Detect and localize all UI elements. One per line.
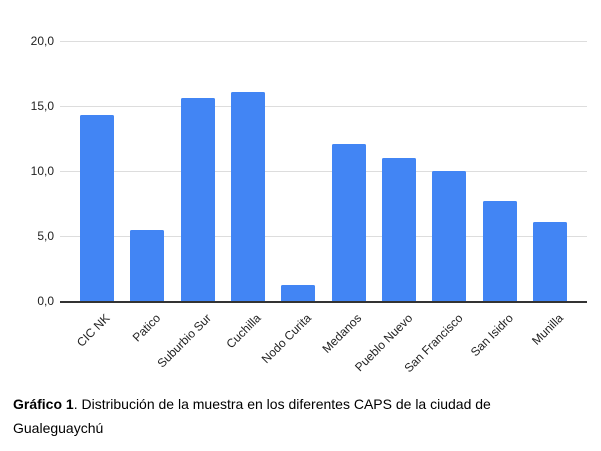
x-axis-label: Cuchilla [223, 311, 264, 352]
y-tick-label: 15,0 [30, 99, 54, 113]
x-axis-label: Nodo Curita [259, 311, 315, 367]
bar [231, 91, 266, 301]
bar-band-Suburbio Sur [173, 41, 223, 301]
bar-band-CIC NK [72, 41, 122, 301]
bar-band-San Isidro [474, 41, 524, 301]
bar-band-San Francisco [424, 41, 474, 301]
bar [180, 98, 215, 301]
bar-band-Cuchilla [223, 41, 273, 301]
bar [532, 221, 567, 301]
bar [432, 171, 467, 301]
y-tick-label: 5,0 [37, 229, 54, 243]
bar [80, 115, 115, 301]
figure-caption-label: Gráfico 1 [13, 396, 74, 412]
gridline [60, 41, 587, 42]
gridline [60, 236, 587, 237]
y-tick-label: 10,0 [30, 164, 54, 178]
plot-area [60, 41, 587, 303]
x-axis-label: San Isidro [467, 311, 516, 360]
figure-caption: Gráfico 1. Distribución de la muestra en… [13, 392, 558, 440]
bar [381, 158, 416, 301]
x-axis-label: Munilla [528, 311, 566, 348]
bar [482, 200, 517, 301]
bar-band-Nodo Curita [273, 41, 323, 301]
bar-band-Patico [122, 41, 172, 301]
y-tick-label: 0,0 [37, 294, 54, 308]
distribution-bar-chart: 0,0 5,0 10,0 15,0 20,0 CIC NK Patico Suburbio … [30, 34, 587, 385]
figure-caption-text: . Distribución de la muestra en los dife… [13, 396, 491, 436]
gridline [60, 106, 587, 107]
gridline [60, 171, 587, 172]
bar-band-Medanos [323, 41, 373, 301]
bar-band-Pueblo Nuevo [374, 41, 424, 301]
bar-series [60, 41, 587, 301]
x-axis-label: CIC NK [74, 311, 114, 350]
bar [331, 143, 366, 301]
y-tick-label: 20,0 [30, 34, 54, 48]
bar [130, 229, 165, 301]
x-axis-label: Medanos [319, 311, 365, 356]
bar [281, 285, 316, 301]
bar-band-Munilla [525, 41, 575, 301]
x-axis-labels: CIC NK Patico Suburbio Sur Cuchilla Nodo Cur… [60, 303, 587, 385]
x-axis-label: Patico [129, 311, 164, 345]
